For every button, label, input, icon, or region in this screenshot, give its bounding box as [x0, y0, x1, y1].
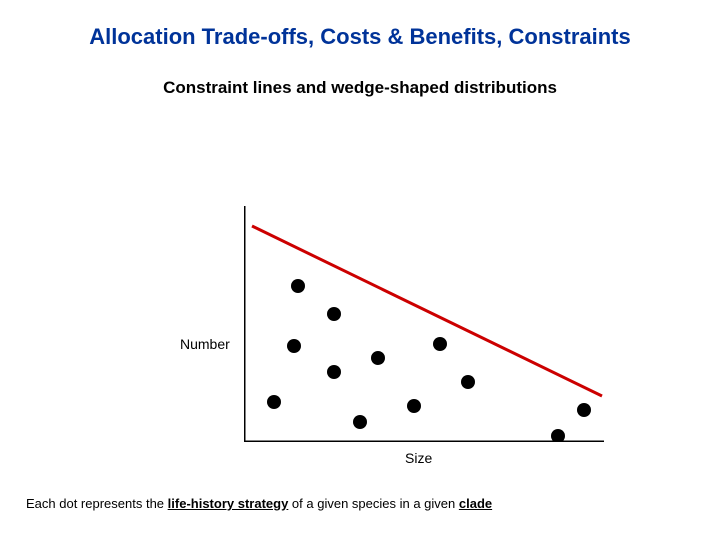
chart-svg [244, 206, 604, 442]
data-point [577, 403, 591, 417]
scatter-chart [244, 206, 604, 442]
caption-line: Each dot represents the life-history str… [26, 496, 492, 511]
data-point [353, 415, 367, 429]
data-point [287, 339, 301, 353]
data-point [407, 399, 421, 413]
data-point [291, 279, 305, 293]
data-point [371, 351, 385, 365]
data-point [267, 395, 281, 409]
x-axis-label: Size [405, 450, 432, 466]
slide-title: Allocation Trade-offs, Costs & Benefits,… [0, 24, 720, 50]
axes [244, 206, 604, 442]
data-point [433, 337, 447, 351]
data-point [551, 429, 565, 442]
data-point [327, 365, 341, 379]
caption-em1: life-history strategy [168, 496, 289, 511]
caption-mid: of a given species in a given [288, 496, 459, 511]
caption-prefix: Each dot represents the [26, 496, 168, 511]
caption-em2: clade [459, 496, 492, 511]
data-point [461, 375, 475, 389]
subtitle-text: Constraint lines and wedge-shaped distri… [163, 78, 557, 97]
slide-subtitle: Constraint lines and wedge-shaped distri… [0, 78, 720, 98]
constraint-line [252, 226, 602, 396]
y-axis-label: Number [180, 336, 230, 352]
data-point [327, 307, 341, 321]
title-text: Allocation Trade-offs, Costs & Benefits,… [89, 24, 631, 49]
